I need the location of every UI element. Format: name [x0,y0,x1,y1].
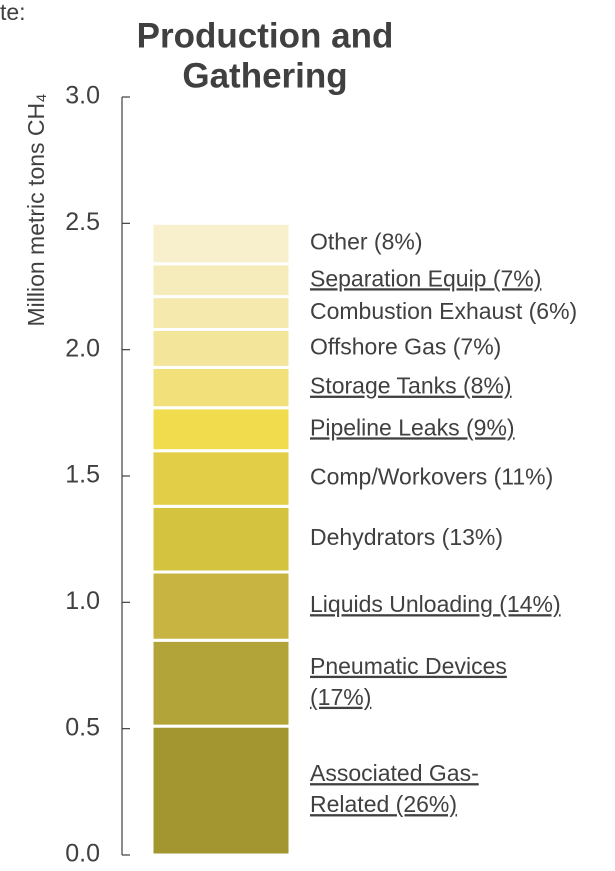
segment-label: Pneumatic Devices [310,653,507,679]
bar-segment [150,724,292,857]
bar-segment [150,406,292,453]
y-tick-label: 2.5 [65,208,100,236]
y-tick-label: 3.0 [65,82,100,110]
segment-label: Related (26%) [310,791,457,817]
segment-label: (17%) [310,684,371,710]
bar-segment [150,449,292,508]
segment-label: Comp/Workovers (11%) [310,464,553,490]
segment-label: Associated Gas- [310,760,479,786]
segment-label: Liquids Unloading (14%) [310,591,561,617]
bar-segment [150,504,292,574]
y-tick-label: 0.5 [65,713,100,741]
y-tick-label: 0.0 [65,840,100,868]
chart-title: Production and [137,16,394,55]
bar-segment [150,365,292,410]
corner-text: te: [0,0,26,25]
segment-label: Pipeline Leaks (9%) [310,414,515,440]
bar-segment [150,327,292,369]
segment-label: Combustion Exhaust (6%) [310,298,577,324]
bar-segment [150,262,292,299]
y-tick-label: 2.0 [65,334,100,362]
chart-title: Gathering [182,56,347,95]
segment-label: Offshore Gas (7%) [310,333,501,359]
segment-label: Other (8%) [310,229,422,255]
bar-segment [150,638,292,728]
bar-segment [150,221,292,266]
segment-label: Storage Tanks (8%) [310,373,512,399]
bar-segment [150,570,292,642]
bar-segment [150,295,292,331]
y-axis-label: Million metric tons CH₄ [23,93,49,326]
y-tick-label: 1.0 [65,587,100,615]
segment-label: Dehydrators (13%) [310,524,503,550]
y-tick-label: 1.5 [65,461,100,489]
segment-label: Separation Equip (7%) [310,265,541,291]
